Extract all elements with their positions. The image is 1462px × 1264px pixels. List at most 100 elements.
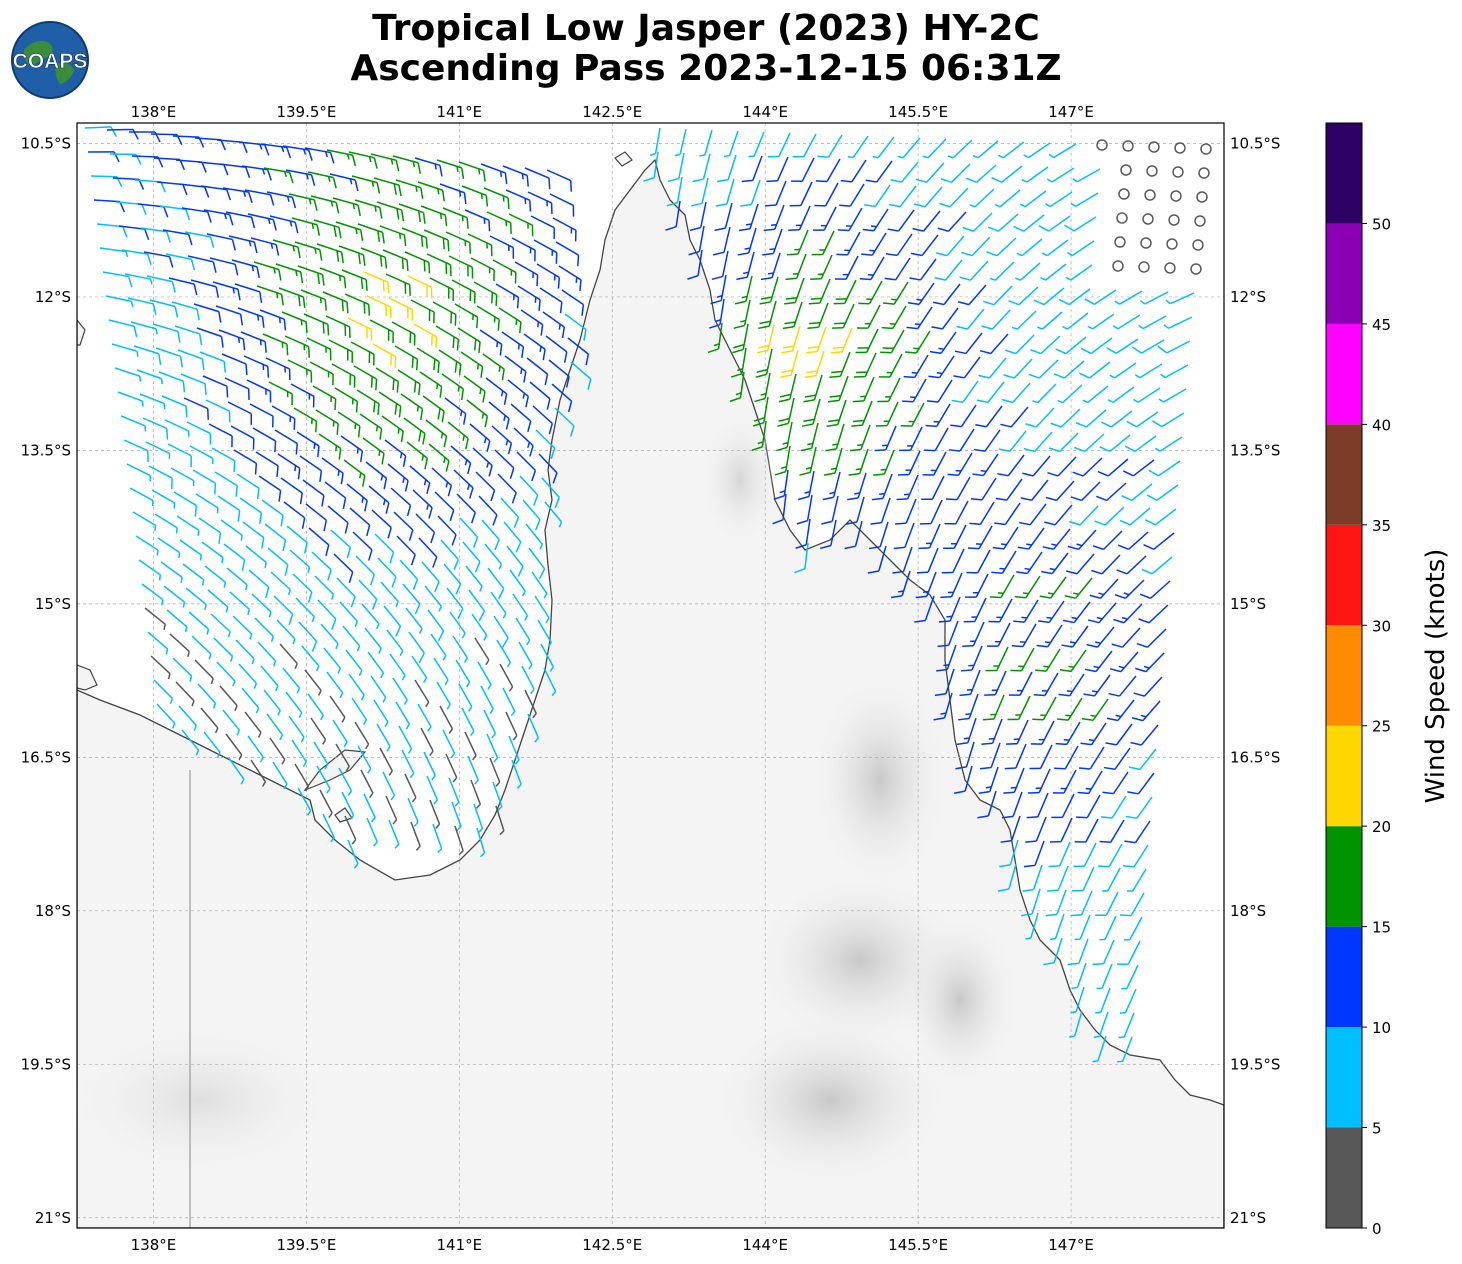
wind-barb — [1022, 455, 1051, 477]
wind-barb — [943, 524, 967, 549]
wind-barb — [317, 599, 337, 630]
wind-barb — [1106, 699, 1135, 722]
wind-barb — [921, 475, 945, 501]
wind-barb — [980, 742, 1001, 770]
wind-barb — [292, 573, 313, 603]
wind-barb — [279, 643, 298, 669]
wind-barb — [836, 231, 861, 256]
wind-barb — [397, 369, 421, 396]
wind-barb — [912, 210, 941, 232]
wind-barb — [541, 477, 560, 509]
wind-barb — [440, 539, 459, 571]
wind-barb — [294, 763, 310, 792]
wind-barb — [915, 162, 945, 184]
wind-barb — [247, 213, 277, 231]
wind-barb — [511, 759, 522, 789]
colorbar-tick-label: 20 — [1372, 818, 1391, 836]
wind-barb — [948, 428, 975, 452]
wind-barb — [1046, 167, 1075, 183]
wind-barb — [161, 395, 188, 418]
wind-barb — [423, 229, 450, 252]
wind-barb — [393, 511, 414, 541]
wind-barb — [1092, 1035, 1107, 1063]
wind-barb — [1124, 435, 1157, 452]
wind-barb — [941, 548, 965, 574]
wind-barb — [147, 631, 169, 655]
wind-barb — [800, 422, 819, 452]
wind-barb — [867, 545, 887, 574]
wind-barb — [151, 489, 176, 509]
wind-barb — [486, 733, 499, 763]
wind-barb — [936, 644, 957, 672]
wind-barb — [1200, 143, 1212, 155]
wind-barb — [551, 383, 573, 413]
wind-barb — [977, 790, 997, 819]
wind-barb — [533, 239, 558, 264]
wind-barb — [840, 159, 867, 183]
wind-barb — [1006, 719, 1029, 745]
wind-barb — [419, 371, 443, 398]
wind-barb — [852, 376, 875, 403]
wind-barb — [554, 407, 575, 437]
wind-barb — [273, 595, 294, 626]
wind-barb — [902, 378, 927, 403]
wind-barb — [549, 193, 575, 217]
wind-barb — [225, 211, 256, 229]
wind-barb — [1011, 310, 1037, 330]
wind-barb — [1131, 700, 1161, 722]
wind-barb — [256, 285, 284, 306]
wind-barb — [335, 743, 350, 772]
wind-barb — [934, 668, 955, 697]
wind-barb — [1082, 385, 1109, 404]
wind-barb — [1070, 890, 1093, 917]
wind-barb — [470, 779, 482, 809]
wind-barb — [982, 694, 1005, 721]
wind-barb — [1039, 576, 1067, 599]
wind-barb — [954, 332, 983, 355]
wind-barb — [972, 140, 999, 159]
wind-barb — [1013, 214, 1045, 232]
wind-barb — [1067, 938, 1089, 966]
wind-barb — [191, 635, 212, 660]
wind-barb — [505, 711, 518, 741]
wind-barb — [461, 707, 475, 737]
wind-barb — [263, 167, 294, 184]
colorbar-tick-label: 25 — [1372, 718, 1391, 736]
wind-barb — [471, 613, 488, 641]
wind-barb — [252, 427, 277, 453]
wind-barb — [93, 199, 125, 213]
wind-barb — [138, 559, 162, 581]
wind-barb — [1093, 1011, 1109, 1038]
wind-barb — [1017, 527, 1045, 550]
wind-barb — [1102, 867, 1121, 892]
wind-barb — [502, 687, 516, 717]
wind-barb — [900, 402, 925, 427]
wind-barb — [1139, 580, 1171, 599]
wind-barb — [206, 233, 236, 251]
wind-barb — [426, 253, 452, 277]
wind-barb — [940, 163, 971, 184]
wind-barb — [385, 273, 411, 296]
wind-barb — [270, 571, 291, 596]
wind-barb — [508, 735, 520, 765]
wind-barb — [766, 156, 789, 183]
wind-barb — [123, 439, 149, 462]
wind-barb — [1047, 865, 1069, 892]
wind-barb — [837, 207, 863, 232]
lat-tick-label-right: 13.5°S — [1230, 441, 1280, 459]
wind-barb — [932, 283, 961, 306]
wind-barb — [267, 547, 289, 576]
wind-barb — [795, 518, 811, 549]
wind-barb — [229, 591, 251, 615]
wind-barb — [388, 819, 400, 849]
wind-barb — [377, 557, 397, 588]
wind-barb — [334, 387, 359, 413]
wind-barb — [544, 501, 563, 528]
wind-barb — [839, 183, 865, 207]
wind-barb — [445, 753, 458, 783]
wind-barb — [243, 355, 270, 378]
wind-barb — [1028, 359, 1059, 379]
wind-barb — [177, 349, 205, 371]
wind-barb — [396, 535, 416, 566]
wind-barb — [215, 305, 244, 326]
